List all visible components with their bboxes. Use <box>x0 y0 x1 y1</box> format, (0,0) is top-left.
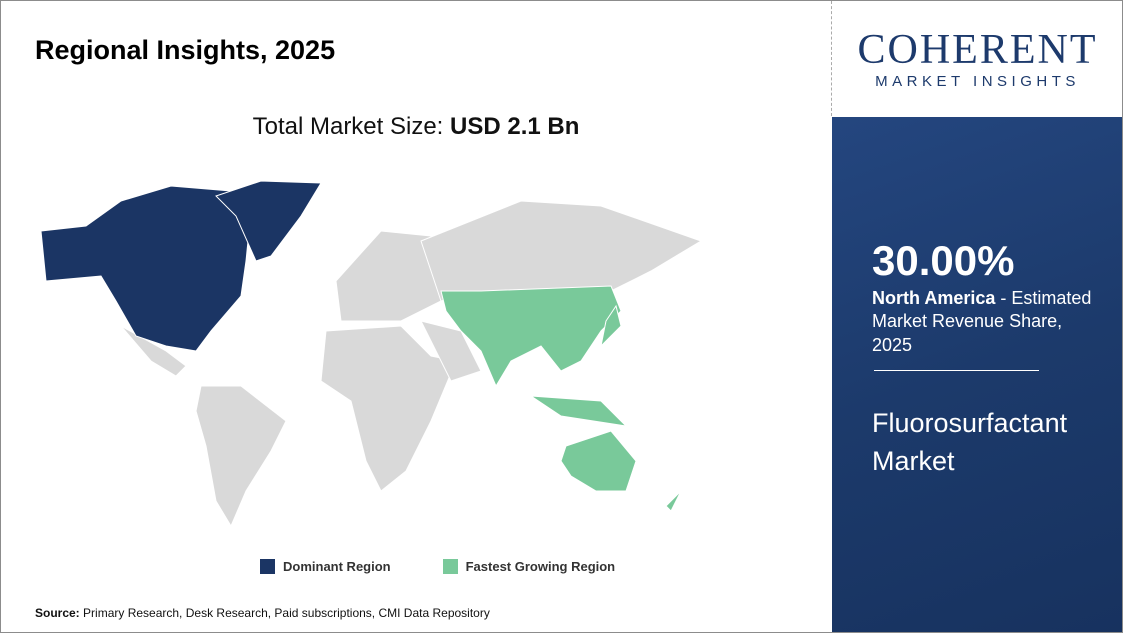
logo-main: COHERENT <box>857 27 1098 73</box>
page-title: Regional Insights, 2025 <box>35 35 336 65</box>
region-name: North America <box>872 288 996 308</box>
russia <box>420 200 703 302</box>
greenland <box>215 180 322 262</box>
new-zealand <box>665 490 682 512</box>
south-america <box>195 385 287 528</box>
source: Source: Primary Research, Desk Research,… <box>35 606 490 620</box>
source-label: Source: <box>35 606 80 620</box>
total-value: USD 2.1 Bn <box>450 113 580 140</box>
legend-swatch <box>260 559 275 574</box>
share-text: - Estimated Market Revenue Share, 2025 <box>872 288 1092 355</box>
total-label: Total Market Size: <box>252 113 444 140</box>
total-market-size: Total Market Size: USD 2.1 Bn <box>1 113 831 141</box>
world-map <box>40 180 703 528</box>
logo: COHERENT MARKET INSIGHTS <box>833 1 1122 116</box>
share-description: North America - Estimated Market Revenue… <box>872 287 1107 357</box>
mexico <box>120 325 187 377</box>
legend-item: Dominant Region <box>260 559 391 574</box>
middle-east <box>420 320 482 382</box>
other-regions <box>120 200 703 528</box>
source-text: Primary Research, Desk Research, Paid su… <box>83 606 490 620</box>
fastest-growing-region-map <box>440 285 682 512</box>
side-panel: 30.00% North America - Estimated Market … <box>832 117 1122 632</box>
divider <box>831 1 832 116</box>
separator <box>874 370 1039 371</box>
north-america <box>40 185 252 352</box>
logo-sub: MARKET INSIGHTS <box>875 73 1080 90</box>
africa <box>320 325 457 492</box>
share-value: 30.00% <box>872 237 1015 284</box>
legend-label: Dominant Region <box>283 559 391 574</box>
southeast-asia <box>529 395 628 427</box>
dominant-region-map <box>40 180 322 352</box>
legend: Dominant Region Fastest Growing Region <box>260 559 615 574</box>
legend-swatch <box>442 559 458 574</box>
legend-label: Fastest Growing Region <box>465 559 616 574</box>
japan <box>600 304 622 348</box>
legend-item: Fastest Growing Region <box>442 559 616 574</box>
asia <box>440 285 622 388</box>
market-name: Fluorosurfactant Market <box>872 408 1068 476</box>
australia <box>560 430 637 492</box>
